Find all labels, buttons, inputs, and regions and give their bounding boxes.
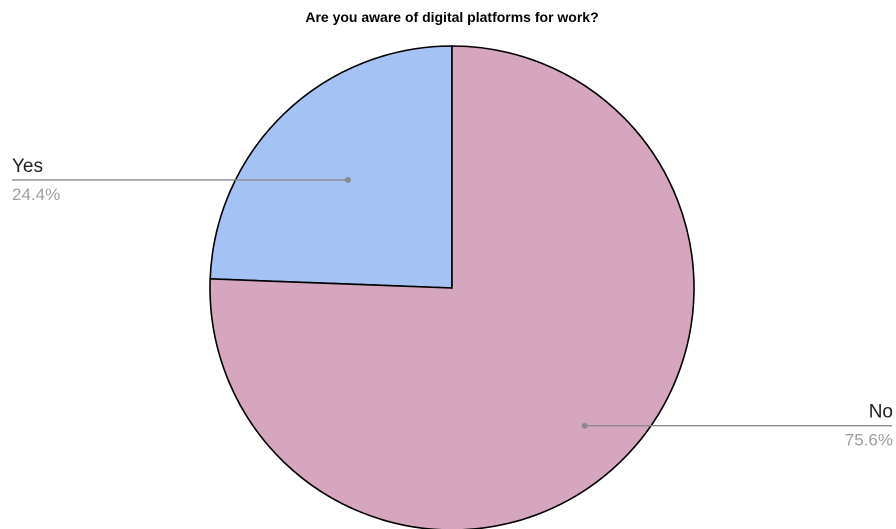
leader-dot-yes (344, 176, 351, 183)
slice-label-no: No (869, 402, 893, 423)
slice-percent-yes: 24.4% (12, 185, 60, 204)
slice-no (209, 45, 695, 529)
pie-slices (209, 45, 695, 529)
slice-yes (209, 45, 453, 289)
leader-dot-no (581, 422, 588, 429)
slice-label-yes: Yes (12, 156, 43, 177)
chart-title: Are you aware of digital platforms for w… (305, 9, 598, 25)
slice-labels: Yes 24.4% No 75.6% (12, 156, 893, 450)
slice-percent-no: 75.6% (845, 431, 893, 450)
leader-lines (12, 176, 892, 429)
